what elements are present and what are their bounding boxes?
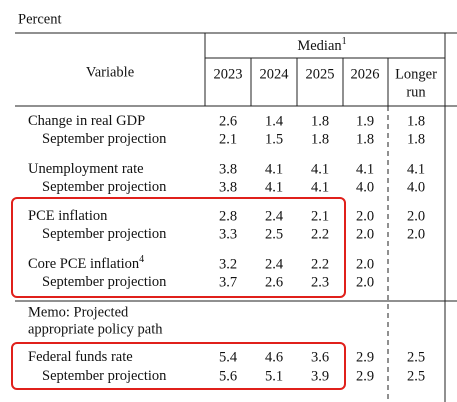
cell-value: 2.0 xyxy=(407,208,425,224)
cell-value: 2.4 xyxy=(265,256,284,272)
cell-value: 3.8 xyxy=(219,179,237,195)
label-text: PCE inflation xyxy=(28,208,108,224)
highlight-box xyxy=(11,342,346,390)
median-text: Median xyxy=(297,38,342,54)
cell-value: 2.0 xyxy=(356,274,374,290)
row-label: Federal funds rate xyxy=(28,349,133,365)
row-label: September projection xyxy=(42,274,167,290)
cell-value: 3.2 xyxy=(219,256,237,272)
label-text: September projection xyxy=(42,274,167,290)
footnote: 1 xyxy=(342,36,347,47)
cell-value: 2.0 xyxy=(407,226,425,242)
cell-value: 1.8 xyxy=(311,113,329,129)
highlight-box xyxy=(11,197,346,298)
label-text: Change in real GDP xyxy=(28,113,145,129)
cell-value: 2.6 xyxy=(265,274,283,290)
row-label: Change in real GDP xyxy=(28,113,145,129)
label-text: Federal funds rate xyxy=(28,349,133,365)
row-label: September projection xyxy=(42,179,167,195)
label-text: Core PCE inflation xyxy=(28,256,140,272)
column-header: 2024 xyxy=(260,66,290,82)
cell-value: 2.3 xyxy=(311,274,329,290)
cell-value: 1.8 xyxy=(311,131,329,147)
cell-value: 5.6 xyxy=(219,368,237,384)
column-header: 2026 xyxy=(351,66,380,82)
cell-value: 2.0 xyxy=(356,208,374,224)
label-text: Unemployment rate xyxy=(28,161,144,177)
label-text: September projection xyxy=(42,368,167,384)
label-text: September projection xyxy=(42,179,167,195)
cell-value: 1.4 xyxy=(265,113,284,129)
label-text: September projection xyxy=(42,226,167,242)
cell-value: 2.5 xyxy=(407,368,425,384)
cell-value: 4.0 xyxy=(407,179,425,195)
column-header: Longer xyxy=(395,66,437,82)
cell-value: 3.9 xyxy=(311,368,329,384)
cell-value: 1.8 xyxy=(407,113,425,129)
cell-value: 4.0 xyxy=(356,179,374,195)
memo-label: appropriate policy path xyxy=(28,321,163,337)
cell-value: 1.8 xyxy=(356,131,374,147)
memo-label: Memo: Projected xyxy=(28,304,129,320)
cell-value: 2.1 xyxy=(219,131,237,147)
cell-value: 4.1 xyxy=(311,161,329,177)
cell-value: 2.4 xyxy=(265,208,284,224)
cell-value: 2.5 xyxy=(265,226,283,242)
cell-value: 2.6 xyxy=(219,113,237,129)
cell-value: 4.1 xyxy=(265,179,283,195)
column-header: 2025 xyxy=(306,66,335,82)
cell-value: 2.2 xyxy=(311,226,329,242)
cell-value: 3.3 xyxy=(219,226,237,242)
footnote: 4 xyxy=(139,254,144,265)
cell-value: 5.1 xyxy=(265,368,283,384)
cell-value: 2.5 xyxy=(407,349,425,365)
cell-value: 2.1 xyxy=(311,208,329,224)
cell-value: 2.8 xyxy=(219,208,237,224)
label-text: September projection xyxy=(42,131,167,147)
cell-value: 4.1 xyxy=(311,179,329,195)
column-header: 2023 xyxy=(214,66,243,82)
row-label: September projection xyxy=(42,368,167,384)
cell-value: 3.6 xyxy=(311,349,329,365)
cell-value: 1.9 xyxy=(356,113,374,129)
row-label: September projection xyxy=(42,226,167,242)
cell-value: 4.1 xyxy=(407,161,425,177)
cell-value: 2.9 xyxy=(356,368,374,384)
cell-value: 4.1 xyxy=(356,161,374,177)
row-label: Core PCE inflation4 xyxy=(28,254,144,272)
cell-value: 2.0 xyxy=(356,226,374,242)
cell-value: 3.8 xyxy=(219,161,237,177)
cell-value: 1.5 xyxy=(265,131,283,147)
cell-value: 2.0 xyxy=(356,256,374,272)
median-header: Median1 xyxy=(297,36,346,54)
cell-value: 4.6 xyxy=(265,349,283,365)
cell-value: 3.7 xyxy=(219,274,237,290)
cell-value: 5.4 xyxy=(219,349,238,365)
row-label: September projection xyxy=(42,131,167,147)
column-header: run xyxy=(406,84,426,100)
cell-value: 4.1 xyxy=(265,161,283,177)
row-label: PCE inflation xyxy=(28,208,108,224)
variable-header: Variable xyxy=(86,64,134,80)
cell-value: 2.9 xyxy=(356,349,374,365)
cell-value: 2.2 xyxy=(311,256,329,272)
cell-value: 1.8 xyxy=(407,131,425,147)
row-label: Unemployment rate xyxy=(28,161,144,177)
unit-label: Percent xyxy=(18,11,61,27)
